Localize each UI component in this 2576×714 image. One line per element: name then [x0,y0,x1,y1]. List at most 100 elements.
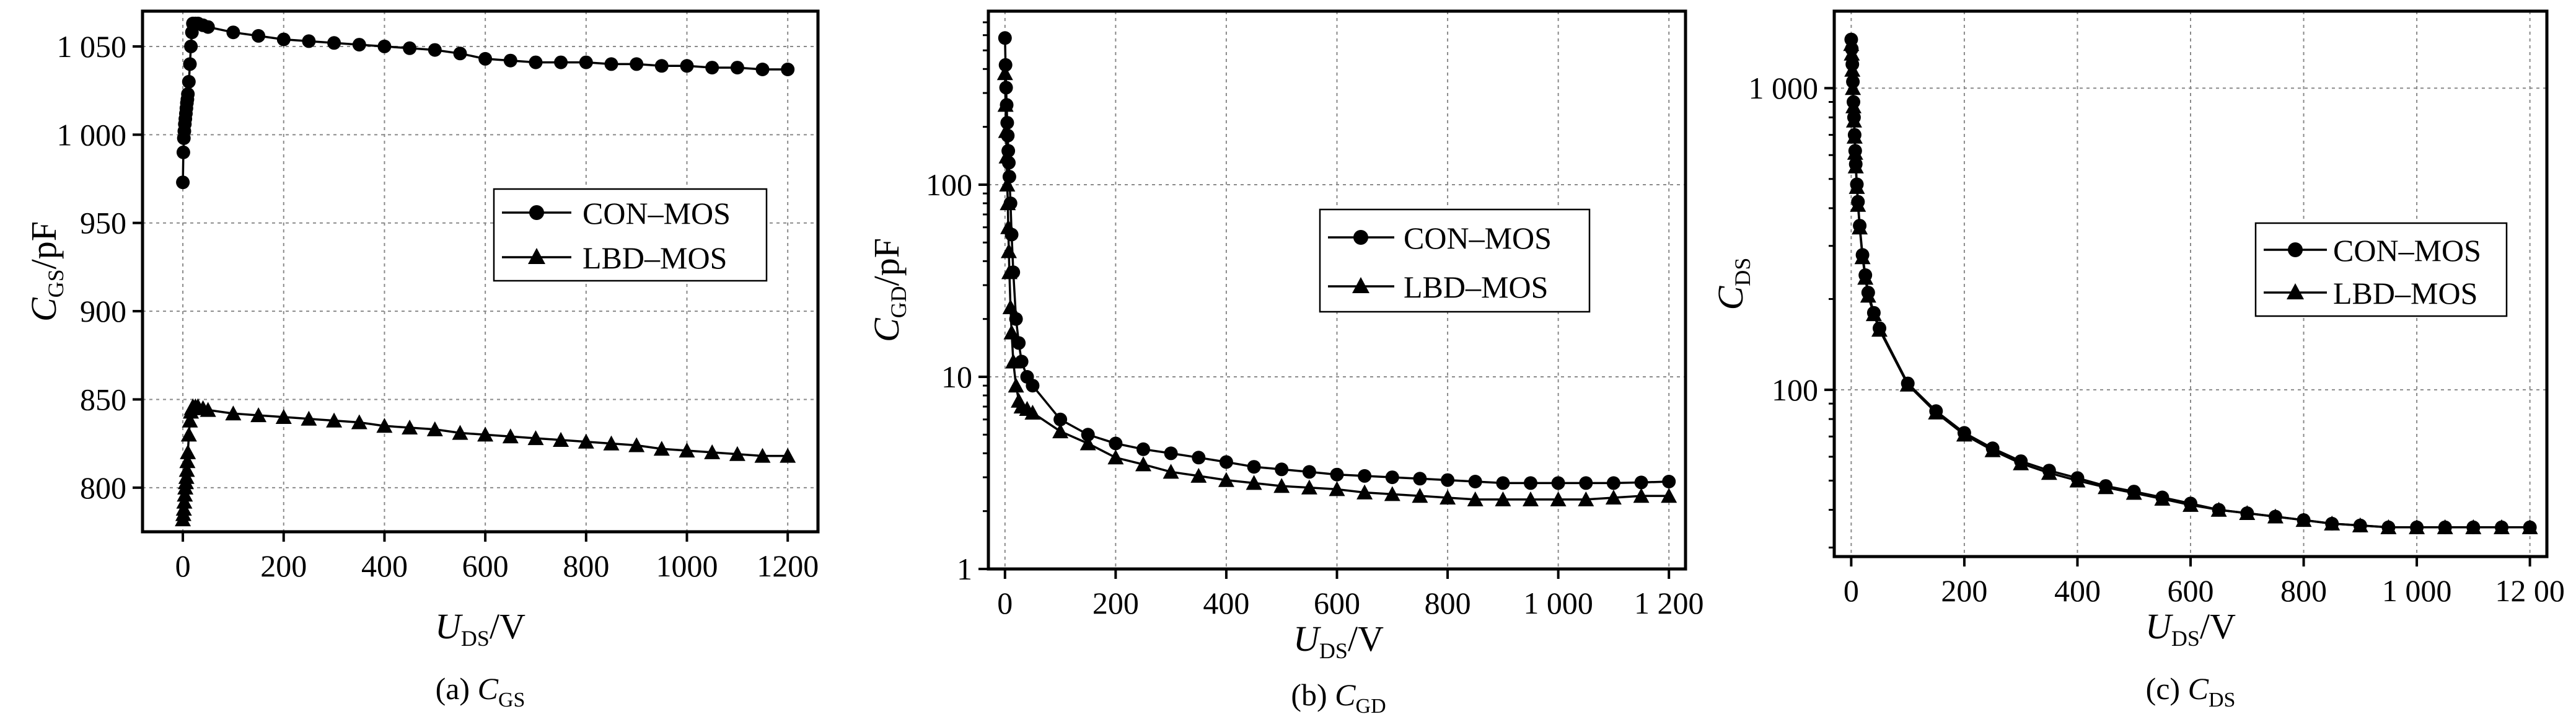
x-tick-label: 1200 [757,549,819,583]
x-tick-label: 400 [1203,586,1249,620]
data-point-lbd-mos [1384,486,1400,501]
data-point-lbd-mos [179,453,196,469]
x-tick-label: 12 00 [2495,573,2565,608]
data-point-lbd-mos [2494,519,2510,534]
x-tick-label: 600 [462,549,509,583]
y-label-sub-cgs: GS [43,269,68,298]
x-tick-label: 200 [1092,586,1139,620]
legend-label-lbd-cgd: LBD–MOS [1404,270,1548,304]
data-point-con-mos [453,46,467,61]
caption-prefix-cds: (c) [2146,671,2188,706]
data-point-lbd-mos [1000,219,1017,234]
y-tick-label: 950 [80,206,126,240]
x-ticks-cgs: 0 200 400 600 800 1000 1200 [175,532,819,583]
data-point-con-mos [1330,467,1344,482]
legend-cgd: CON–MOS LBD–MOS [1319,208,1591,313]
data-point-con-mos [1164,446,1178,461]
x-tick-label: 200 [260,549,307,583]
x-label-unit-cgd: /V [1348,619,1384,659]
x-label-var-cgs: U [435,606,464,646]
data-point-con-mos [998,58,1013,72]
data-point-lbd-mos [2324,515,2341,531]
data-point-lbd-mos [2267,508,2284,524]
data-point-lbd-mos [729,446,745,461]
data-point-lbd-mos [1135,456,1151,472]
legend-label-lbd-cgs: LBD–MOS [582,240,727,275]
data-point-lbd-mos [2380,519,2397,534]
data-point-con-mos [226,25,240,40]
data-point-lbd-mos [2352,517,2368,532]
data-point-con-mos [1302,465,1316,479]
panel-cds: 0 200 400 600 800 1 000 12 00 100 1 000 CON–MOS… [1710,9,2565,712]
data-point-con-mos [176,175,190,190]
legend-box-cgd [1319,208,1591,313]
data-point-lbd-mos [1003,324,1020,340]
data-point-lbd-mos [553,431,569,447]
legend-marker-lbd-cds [2287,283,2304,299]
data-point-lbd-mos [426,421,443,436]
data-point-lbd-mos [628,437,645,452]
data-point-lbd-mos [1000,195,1016,211]
data-point-lbd-mos [1843,36,1860,51]
y-tick-label: 1 000 [1749,71,1819,105]
data-point-lbd-mos [1854,249,1871,265]
data-point-con-mos [302,34,316,48]
data-point-con-mos [403,41,417,55]
data-point-lbd-mos [1001,264,1018,280]
data-point-con-mos [630,57,644,71]
data-point-lbd-mos [1052,423,1069,439]
data-point-lbd-mos [998,123,1014,138]
data-point-con-mos [1109,436,1123,451]
data-point-con-mos [1000,116,1014,130]
data-point-lbd-mos [780,447,796,463]
data-point-lbd-mos [2437,519,2453,534]
legend-label-con-cgs: CON–MOS [582,196,731,231]
data-point-lbd-mos [998,148,1015,164]
data-point-lbd-mos [1857,270,1874,285]
y-label-sub-cgd: GD [886,286,911,318]
data-point-lbd-mos [603,435,620,451]
data-point-lbd-mos [1847,144,1863,160]
y-axis-label-cgs: CGS/pF [24,221,68,322]
y-axis-label-cgd: CGD/pF [866,238,911,342]
data-point-lbd-mos [1440,490,1456,505]
data-point-con-mos [181,87,195,101]
data-point-lbd-mos [996,65,1013,81]
data-point-con-mos [352,38,366,52]
x-label-unit-cds: /V [2200,606,2236,646]
data-point-con-mos [554,55,568,69]
legend-label-lbd-cds: LBD–MOS [2333,276,2477,311]
data-point-lbd-mos [2521,519,2538,534]
data-point-lbd-mos [1107,449,1124,465]
data-point-con-mos [1358,469,1372,483]
caption-cgd: (b) CGD [1291,677,1386,714]
y-label-var-cgs: C [24,297,64,322]
data-point-lbd-mos [225,405,242,421]
data-point-con-mos [730,61,744,75]
legend-marker-lbd-cgs [528,248,545,264]
data-point-lbd-mos [182,412,198,428]
x-ticks-cgd: 0 200 400 600 800 1 000 1 200 [997,569,1703,620]
y-tick-label: 850 [80,382,126,416]
caption-var-cds: C [2188,671,2209,706]
data-point-con-mos [182,74,196,89]
data-point-con-mos [998,31,1012,45]
legend-marker-con-cds [2288,242,2303,257]
caption-var-cgs: C [478,671,499,706]
data-point-con-mos [1219,455,1233,469]
data-point-lbd-mos [1467,491,1484,506]
data-point-con-mos [1192,451,1206,465]
data-point-con-mos [1053,412,1068,426]
data-point-con-mos [529,55,543,69]
data-point-con-mos [1247,460,1261,474]
data-point-con-mos [1009,312,1023,326]
data-point-con-mos [183,57,197,71]
x-axis-label-cds: UDS/V [2145,606,2236,651]
data-point-lbd-mos [1984,442,2001,457]
y-tick-label: 1 050 [57,29,127,64]
data-point-lbd-mos [1871,322,1888,337]
series-layer-cgs [175,16,796,527]
data-point-lbd-mos [527,430,544,446]
y-tick-label: 900 [80,294,126,328]
data-point-lbd-mos [1079,435,1096,451]
